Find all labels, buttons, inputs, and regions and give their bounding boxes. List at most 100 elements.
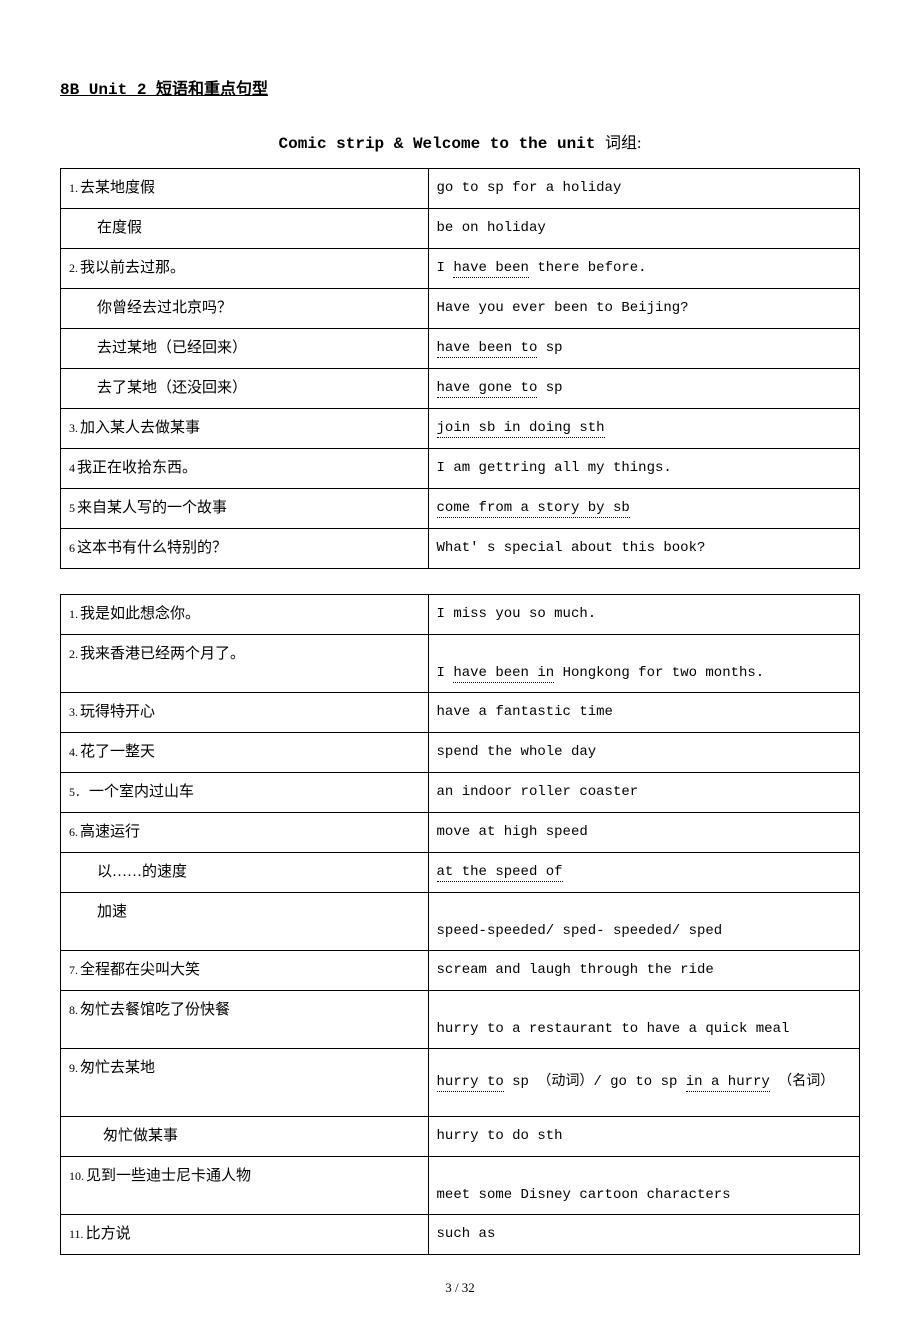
row-number: 4. <box>69 745 78 759</box>
cell-chinese: 在度假 <box>61 209 429 249</box>
table-row: 去了某地（还没回来） have gone to sp <box>61 369 860 409</box>
cell-chinese: 2.我来香港已经两个月了。 <box>61 635 429 693</box>
english-dotted: hurry to <box>437 1074 504 1092</box>
cell-english: I am gettring all my things. <box>428 449 859 489</box>
chinese-text: 匆忙做某事 <box>69 1123 178 1150</box>
chinese-text: 去某地度假 <box>80 180 155 196</box>
cell-english: Have you ever been to Beijing? <box>428 289 859 329</box>
table-row: 以……的速度at the speed of <box>61 853 860 893</box>
cell-chinese: 11.比方说 <box>61 1215 429 1255</box>
cell-english: hurry to do sth <box>428 1117 859 1157</box>
table-row: 2.我来香港已经两个月了。I have been in Hongkong for… <box>61 635 860 693</box>
english-dotted: join sb in doing sth <box>437 420 605 438</box>
row-number: 8. <box>69 1003 78 1017</box>
row-number: 1. <box>69 181 78 195</box>
table-row: 5．一个室内过山车an indoor roller coaster <box>61 773 860 813</box>
cell-english: spend the whole day <box>428 733 859 773</box>
chinese-text: 来自某人写的一个故事 <box>77 500 227 516</box>
cell-english: at the speed of <box>428 853 859 893</box>
row-number: 2. <box>69 261 78 275</box>
english-dotted: in a hurry <box>686 1074 770 1092</box>
cell-english: have gone to sp <box>428 369 859 409</box>
table-row: 7.全程都在尖叫大笑scream and laugh through the r… <box>61 951 860 991</box>
cell-chinese: 去过某地（已经回来） <box>61 329 429 369</box>
row-number: 5． <box>69 785 87 799</box>
row-number: 6 <box>69 541 75 555</box>
table-row: 去过某地（已经回来） have been to sp <box>61 329 860 369</box>
english-dotted: have gone to <box>437 380 538 398</box>
chinese-text: 我来香港已经两个月了。 <box>80 646 245 662</box>
cell-chinese: 5．一个室内过山车 <box>61 773 429 813</box>
cell-english: come from a story by sb <box>428 489 859 529</box>
chinese-text: 在度假 <box>69 215 142 242</box>
cell-chinese: 1.去某地度假 <box>61 169 429 209</box>
page-title-cn: 短语和重点句型 <box>156 81 268 98</box>
cell-english: join sb in doing sth <box>428 409 859 449</box>
row-number: 9. <box>69 1061 78 1075</box>
row-number: 2. <box>69 647 78 661</box>
row-number: 5 <box>69 501 75 515</box>
table-row: 3.加入某人去做某事 join sb in doing sth <box>61 409 860 449</box>
phrase-table-1: 1.去某地度假go to sp for a holiday在度假be on ho… <box>60 168 860 569</box>
table-row: 9.匆忙去某地hurry to sp （动词）/ go to sp in a h… <box>61 1049 860 1117</box>
phrase-table-2: 1.我是如此想念你。I miss you so much.2.我来香港已经两个月… <box>60 594 860 1255</box>
cell-english: What' s special about this book? <box>428 529 859 569</box>
chinese-text: 匆忙去某地 <box>80 1060 155 1076</box>
english-dotted: have been in <box>453 665 554 683</box>
cell-chinese: 9.匆忙去某地 <box>61 1049 429 1117</box>
chinese-text: 加入某人去做某事 <box>80 420 200 436</box>
page-title-en: 8B Unit 2 <box>60 81 146 99</box>
table-row: 匆忙做某事 hurry to do sth <box>61 1117 860 1157</box>
cell-chinese: 1.我是如此想念你。 <box>61 595 429 635</box>
cell-english: be on holiday <box>428 209 859 249</box>
cell-chinese: 6.高速运行 <box>61 813 429 853</box>
table-row: 2.我以前去过那。I have been there before. <box>61 249 860 289</box>
cell-english: speed-speeded/ sped- speeded/ sped <box>428 893 859 951</box>
row-number: 3. <box>69 421 78 435</box>
chinese-text: 去过某地（已经回来） <box>69 335 247 362</box>
page-title: 8B Unit 2 短语和重点句型 <box>60 75 860 99</box>
chinese-text: 我以前去过那。 <box>80 260 185 276</box>
chinese-text: 花了一整天 <box>80 744 155 760</box>
table-row: 11.比方说such as <box>61 1215 860 1255</box>
table-row: 你曾经去过北京吗？ Have you ever been to Beijing? <box>61 289 860 329</box>
cell-english: meet some Disney cartoon characters <box>428 1157 859 1215</box>
table-row: 4.花了一整天spend the whole day <box>61 733 860 773</box>
chinese-text: 你曾经去过北京吗？ <box>69 295 232 322</box>
cell-chinese: 4.花了一整天 <box>61 733 429 773</box>
cell-chinese: 3.玩得特开心 <box>61 693 429 733</box>
chinese-text: 匆忙去餐馆吃了份快餐 <box>80 1002 230 1018</box>
cell-chinese: 10.见到一些迪士尼卡通人物 <box>61 1157 429 1215</box>
cell-chinese: 去了某地（还没回来） <box>61 369 429 409</box>
cell-chinese: 匆忙做某事 <box>61 1117 429 1157</box>
chinese-text: 一个室内过山车 <box>89 784 194 800</box>
cell-english: scream and laugh through the ride <box>428 951 859 991</box>
cell-english: an indoor roller coaster <box>428 773 859 813</box>
cell-chinese: 你曾经去过北京吗？ <box>61 289 429 329</box>
cell-english: I miss you so much. <box>428 595 859 635</box>
cell-chinese: 2.我以前去过那。 <box>61 249 429 289</box>
row-number: 7. <box>69 963 78 977</box>
table-row: 6这本书有什么特别的？What' s special about this bo… <box>61 529 860 569</box>
chinese-text: 我正在收拾东西。 <box>77 460 197 476</box>
cell-chinese: 8.匆忙去餐馆吃了份快餐 <box>61 991 429 1049</box>
section-title-en: Comic strip & Welcome to the unit <box>279 135 596 153</box>
table-row: 6.高速运行move at high speed <box>61 813 860 853</box>
chinese-text: 去了某地（还没回来） <box>69 375 247 402</box>
cell-english: move at high speed <box>428 813 859 853</box>
cell-english: I have been in Hongkong for two months. <box>428 635 859 693</box>
page-footer: 3 / 32 <box>60 1280 860 1296</box>
english-dotted: have been to <box>437 340 538 358</box>
cell-english: have been to sp <box>428 329 859 369</box>
cell-english: such as <box>428 1215 859 1255</box>
section-title: Comic strip & Welcome to the unit 词组: <box>60 129 860 153</box>
page-number: 3 / 32 <box>445 1280 475 1295</box>
table-row: 1.我是如此想念你。I miss you so much. <box>61 595 860 635</box>
cell-chinese: 7.全程都在尖叫大笑 <box>61 951 429 991</box>
english-dotted: have been <box>453 260 529 278</box>
row-number: 6. <box>69 825 78 839</box>
chinese-text: 全程都在尖叫大笑 <box>80 962 200 978</box>
cell-english: hurry to a restaurant to have a quick me… <box>428 991 859 1049</box>
cell-chinese: 6这本书有什么特别的？ <box>61 529 429 569</box>
table-row: 在度假 be on holiday <box>61 209 860 249</box>
